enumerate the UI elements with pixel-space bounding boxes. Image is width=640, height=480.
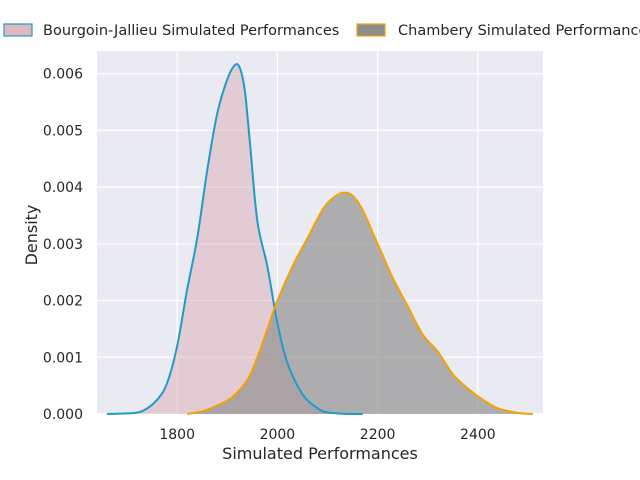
x-tick-label: 1800 xyxy=(159,427,195,443)
density-line-0 xyxy=(106,63,363,415)
legend: Bourgoin-Jallieu Simulated Performances … xyxy=(3,23,640,39)
y-tick-labels: 0.000 0.001 0.002 0.003 0.004 0.005 0.006 xyxy=(43,67,83,423)
density-areas xyxy=(107,64,533,414)
x-tick-label: 2000 xyxy=(260,427,296,443)
legend-swatch-bourgoin xyxy=(3,23,33,37)
y-tick-label: 0.004 xyxy=(43,180,83,196)
density-area-0 xyxy=(107,64,363,414)
y-axis-label: Density xyxy=(22,205,41,266)
density-lines xyxy=(106,63,534,415)
x-tick-label: 2200 xyxy=(360,427,396,443)
x-tick-labels: 1800 2000 2200 2400 xyxy=(159,427,495,443)
grid-lines xyxy=(97,51,543,415)
y-tick-label: 0.001 xyxy=(43,350,83,366)
y-tick-label: 0.000 xyxy=(43,407,83,423)
legend-label-bourgoin: Bourgoin-Jallieu Simulated Performances xyxy=(43,23,339,39)
y-tick-label: 0.006 xyxy=(43,67,83,83)
x-axis-label: Simulated Performances xyxy=(222,444,418,463)
y-tick-label: 0.002 xyxy=(43,294,83,310)
legend-swatch-chambery xyxy=(356,23,386,37)
y-tick-label: 0.005 xyxy=(43,123,83,139)
x-tick-label: 2400 xyxy=(460,427,496,443)
legend-label-chambery: Chambery Simulated Performances xyxy=(398,23,640,39)
density-area-1 xyxy=(187,192,533,414)
density-line-1 xyxy=(187,191,534,415)
y-tick-label: 0.003 xyxy=(43,237,83,253)
